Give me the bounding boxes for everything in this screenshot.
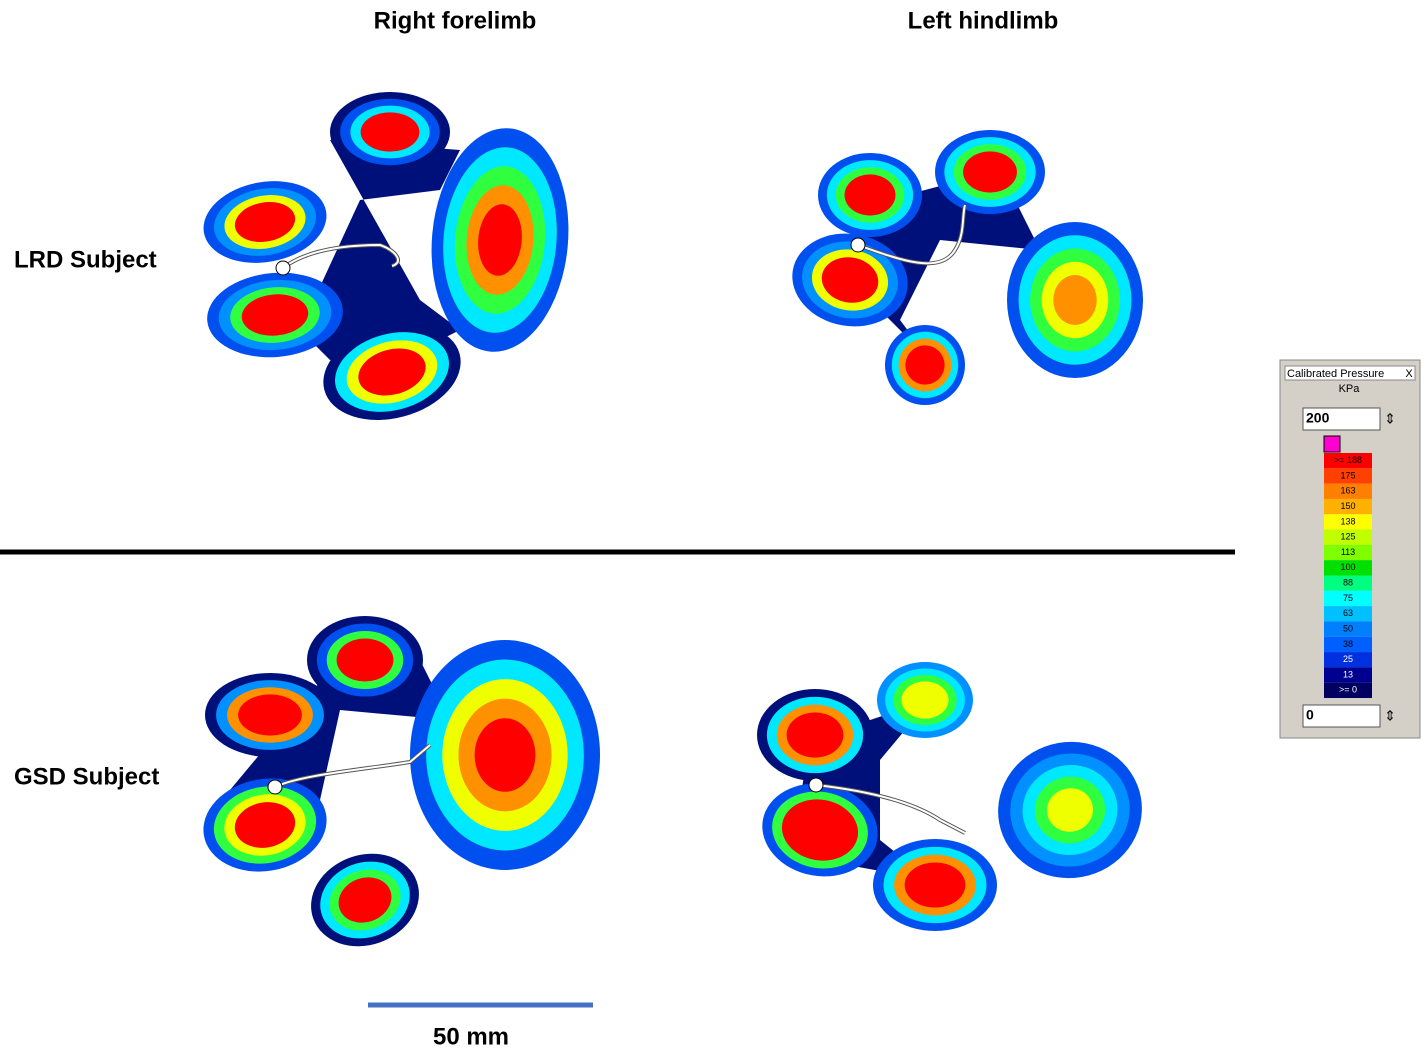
pressure-contour (370, 356, 414, 388)
trajectories (267, 204, 967, 835)
level-label: 100 (1340, 562, 1355, 572)
pressure-contour (909, 687, 941, 713)
level-label: 163 (1340, 486, 1355, 496)
level-swatch (1324, 544, 1372, 561)
level-swatch (1324, 498, 1372, 515)
pressure-contour (796, 720, 834, 750)
pressure-contour (474, 718, 536, 792)
level-swatch (1324, 590, 1372, 607)
pressure-contour (245, 810, 285, 840)
level-swatch (1324, 682, 1372, 698)
spinner[interactable]: ⇕ (1384, 708, 1396, 724)
pressure-maps (203, 92, 1143, 947)
column-title: Left hindlimb (908, 7, 1059, 34)
level-label: 150 (1340, 501, 1355, 511)
level-swatch (1324, 453, 1372, 469)
scale-bar-label: 50 mm (433, 1023, 509, 1050)
pressure-contour (1046, 788, 1094, 832)
level-label: 113 (1341, 547, 1355, 557)
level-swatch (1324, 468, 1372, 484)
legend-title: Calibrated Pressure (1287, 368, 1384, 380)
pressure-contour (253, 301, 297, 329)
level-label: 25 (1343, 654, 1353, 664)
level-label: 138 (1340, 516, 1355, 526)
pressure-contour (853, 181, 887, 209)
level-label: >= 188 (1334, 455, 1362, 465)
level-label: 75 (1343, 593, 1353, 603)
pressure-contour (912, 352, 938, 378)
level-swatch (1324, 636, 1372, 653)
level-swatch (1324, 529, 1372, 545)
level-label: 175 (1340, 470, 1355, 480)
pressure-contour (972, 158, 1008, 186)
level-swatch (1324, 483, 1372, 499)
level-swatch (1324, 652, 1372, 668)
cop-trajectory (857, 204, 966, 265)
level-label: 13 (1343, 669, 1353, 679)
level-swatch (1324, 514, 1372, 530)
max-value: 200 (1306, 410, 1330, 426)
pressure-contour (801, 815, 839, 845)
row-label: LRD Subject (14, 246, 157, 273)
pressure-contour (249, 701, 291, 729)
pressure-contour (478, 204, 522, 276)
level-swatch (1324, 667, 1372, 683)
level-swatch (1324, 621, 1372, 637)
min-input[interactable] (1302, 704, 1381, 728)
level-label: 63 (1343, 608, 1353, 618)
level-label: 38 (1343, 639, 1353, 649)
pressure-contour (245, 208, 285, 236)
level-swatch (1324, 560, 1372, 576)
cop-trajectory (815, 784, 966, 834)
cop-marker (267, 237, 866, 795)
cop-trajectory (274, 744, 431, 788)
level-label: 88 (1343, 578, 1353, 588)
max-input[interactable] (1302, 407, 1381, 431)
pressure-contour (346, 645, 384, 675)
min-value: 0 (1306, 707, 1314, 723)
level-label: >= 0 (1339, 685, 1357, 695)
pressure-contour (1053, 275, 1097, 325)
pressure-contour (831, 265, 869, 295)
pressure-contour (347, 885, 383, 915)
column-title: Right forelimb (374, 7, 537, 34)
close-button[interactable]: X (1405, 368, 1413, 380)
cop-trajectory (282, 243, 399, 269)
level-label: 50 (1343, 623, 1353, 633)
overflow-swatch (1323, 435, 1341, 453)
pressure-contour (370, 119, 410, 145)
color-scale: >= 188 175 163 150 138 125 113 100 88 75 63 50 38 25 1… (1324, 453, 1372, 698)
level-label: 125 (1340, 532, 1355, 542)
level-swatch (1324, 575, 1372, 591)
pressure-contour (915, 870, 955, 900)
title-bar (1284, 365, 1416, 381)
level-swatch (1324, 606, 1372, 622)
row-label: GSD Subject (14, 763, 159, 790)
spinner[interactable]: ⇕ (1384, 411, 1396, 427)
unit: KPa (1339, 383, 1361, 395)
legend-panel: Calibrated Pressure X KPa 200 0 ⇕ ⇕ >= 1… (1279, 359, 1421, 739)
